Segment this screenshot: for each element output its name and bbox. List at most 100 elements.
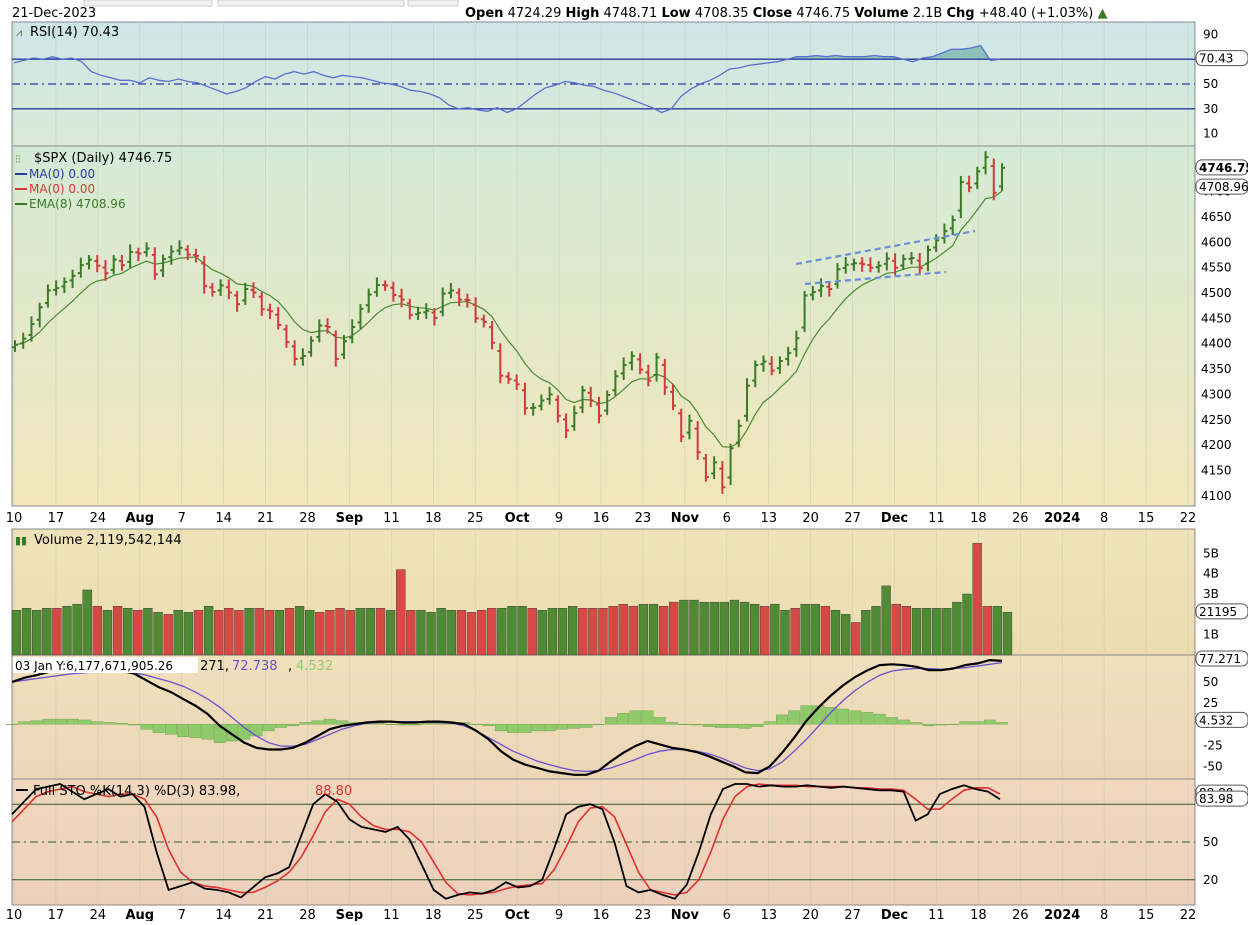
macd-hist-value: 4.532	[296, 659, 333, 674]
volume-bar	[972, 542, 982, 656]
macd-histogram-bar	[824, 707, 837, 725]
ohlc-bar	[423, 303, 430, 319]
macd-histogram-bar	[323, 718, 336, 725]
x-tick-label: Dec	[881, 511, 908, 526]
ohlc-bar	[480, 314, 487, 328]
volume-bar	[305, 610, 315, 656]
volume-bar	[689, 599, 699, 656]
x-tick-label: 11	[928, 908, 945, 921]
volume-bar	[385, 610, 396, 656]
rsi-line	[13, 44, 1001, 114]
x-tick-label: 9	[555, 511, 563, 526]
macd-histogram-bar	[238, 723, 251, 740]
macd-y-tick: -25	[1203, 738, 1223, 752]
volume-caption: ▮▮ Volume 2,119,542,144	[15, 533, 182, 548]
rsi-panel	[11, 21, 1196, 147]
x-tick-label: 2024	[1044, 511, 1080, 526]
volume-bar	[173, 610, 183, 656]
volume-bar	[851, 622, 861, 656]
ohlc-bar	[949, 215, 956, 235]
volume-bar	[406, 610, 416, 656]
volume-bar	[143, 608, 153, 656]
macd-histogram-bar	[336, 720, 348, 725]
ohlc-bar	[711, 456, 718, 479]
ohlc-bar	[661, 358, 668, 395]
macd-histogram-bar	[103, 722, 116, 725]
macd-histogram-bar	[776, 714, 788, 725]
sto-k-last-value-box	[1195, 790, 1248, 807]
volume-bar	[557, 608, 568, 656]
volume-bar	[982, 606, 992, 656]
ohlc-bar	[818, 278, 825, 298]
volume-bar	[507, 606, 517, 656]
ohlc-bar	[834, 263, 841, 289]
ohlc-bar	[974, 166, 981, 190]
volume-bar	[163, 614, 173, 656]
volume-bar	[153, 612, 163, 656]
x-tick-label: Aug	[125, 908, 154, 921]
macd-histogram-bar	[311, 720, 324, 725]
volume-bar	[52, 608, 62, 656]
macd-histogram-bar	[287, 723, 300, 727]
macd-histogram-bar	[213, 723, 226, 743]
macd-histogram-bar	[397, 723, 410, 726]
x-tick-label: Nov	[671, 511, 700, 526]
volume-bar	[32, 610, 42, 656]
ohlc-bar	[990, 158, 997, 201]
volume-bar	[567, 606, 578, 656]
volume-bar	[921, 608, 932, 656]
volume-bar	[21, 608, 32, 656]
price-y-tick: 4650	[1201, 210, 1232, 224]
x-tick-label: 24	[90, 908, 107, 921]
x-tick-label: 17	[48, 908, 65, 921]
volume-bar	[932, 608, 942, 656]
volume-bar	[881, 585, 891, 656]
volume-bar	[810, 603, 820, 656]
header-date: 21-Dec-2023	[12, 6, 96, 21]
x-tick-label: 22	[1180, 511, 1197, 526]
x-tick-label: 11	[928, 511, 945, 526]
volume-bar	[244, 608, 254, 656]
macd-histogram-bar	[299, 722, 312, 725]
volume-bar	[1002, 612, 1013, 656]
macd-line	[11, 658, 1003, 776]
volume-bar	[588, 608, 598, 656]
macd-y-tick: 50	[1203, 675, 1218, 689]
ohlc-bar	[612, 370, 619, 396]
ohlc-bar	[563, 413, 570, 439]
sto-k-last-value: 83.98	[1199, 792, 1233, 806]
ohlc-bar	[127, 244, 134, 269]
ohlc-bar	[77, 257, 84, 278]
volume-bar	[133, 610, 143, 656]
ohlc-bar	[859, 257, 866, 272]
trend-channel-lower	[804, 270, 947, 286]
volume-bar	[891, 603, 901, 656]
x-tick-label: Oct	[505, 511, 530, 526]
x-tick-label: 23	[635, 511, 652, 526]
legend-label: MA(0) 0.00	[29, 182, 95, 196]
volume-bar	[760, 606, 770, 656]
ohlc-bar	[275, 307, 282, 330]
price-caption: ⫶⫶ $SPX (Daily) 4746.75 MA(0) 0.00MA(0) …	[15, 151, 172, 211]
ohlc-bar	[670, 384, 676, 411]
volume-bar	[365, 608, 376, 656]
macd-histogram-bar	[886, 717, 898, 725]
ohlc-bar	[801, 291, 808, 333]
macd-histogram-bar	[873, 713, 886, 725]
x-tick-label: Oct	[505, 908, 530, 921]
macd-histogram-bar	[910, 722, 923, 725]
macd-histogram-bar	[702, 723, 715, 727]
volume-bar	[476, 610, 487, 656]
ohlc-bar	[258, 292, 265, 316]
volume-bar	[345, 610, 355, 656]
volume-bar	[112, 606, 123, 656]
up-arrow-icon: ▲	[1097, 6, 1107, 21]
volume-bar	[224, 608, 234, 656]
macd-histogram-bar	[116, 723, 128, 725]
ohlc-bar	[373, 277, 380, 297]
price-y-tick: 4550	[1201, 261, 1232, 275]
ohlc-bar	[957, 175, 964, 219]
bar-chart-icon: ⫶⫶	[15, 153, 21, 166]
rsi-chart: 907050301070.43	[12, 27, 1248, 141]
macd-y-tick: -50	[1203, 759, 1223, 773]
